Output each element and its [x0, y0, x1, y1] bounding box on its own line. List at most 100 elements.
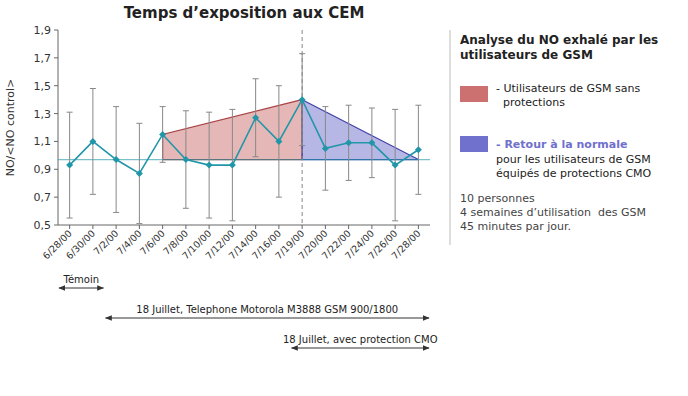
error-bar-cap [415, 194, 421, 195]
y-tick [54, 85, 58, 86]
y-tick-label: 1,7 [34, 52, 52, 65]
error-bar-cap [369, 108, 375, 109]
error-bar-cap [346, 105, 352, 106]
error-bar-cap [113, 212, 119, 213]
marker [182, 156, 189, 163]
y-tick-label: 0,5 [34, 219, 52, 232]
x-axis: 6/28/006/30/007/2/007/4/007/6/007/8/007/… [40, 225, 422, 261]
error-bar-cap [299, 53, 305, 54]
x-tick [302, 225, 303, 229]
span-arrow [59, 288, 104, 289]
x-tick [92, 225, 93, 229]
chart: Temps d’exposition aux CEMNO/<NO control… [0, 0, 688, 396]
x-tick-label: 6/30/00 [64, 228, 98, 262]
side-panel: Analyse du NO exhalé par lesutilisateurs… [450, 30, 658, 245]
y-tick-label: 0,7 [34, 191, 52, 204]
error-bar [415, 105, 421, 194]
x-tick-label: 7/4/00 [114, 228, 143, 257]
error-bar-cap [229, 109, 235, 110]
error-bar [346, 105, 352, 180]
marker [89, 138, 96, 145]
error-bar [206, 112, 212, 218]
error-bar-cap [322, 190, 328, 191]
x-tick [395, 225, 396, 229]
error-bar-cap [276, 197, 282, 198]
x-tick [232, 225, 233, 229]
text-line: 45 minutes par jour. [460, 220, 571, 233]
error-bar [253, 79, 259, 157]
marker [113, 156, 120, 163]
x-tick [348, 225, 349, 229]
error-bar-cap [392, 109, 398, 110]
marker [299, 96, 306, 103]
x-tick-label: 7/2/00 [91, 228, 120, 257]
error-bar [299, 54, 305, 146]
y-tick-label: 1,5 [34, 80, 52, 93]
marker [322, 145, 329, 152]
error-bar-cap [160, 106, 166, 107]
split-line [302, 30, 303, 225]
error-bar [229, 109, 235, 220]
error-bar-cap [90, 88, 96, 89]
y-axis-label: NO/<NO control> [4, 79, 17, 177]
x-tick [325, 225, 326, 229]
marker [275, 138, 282, 145]
text-line: pour les utilisateurs de GSM [496, 153, 651, 166]
x-tick [116, 225, 117, 229]
error-bar-cap [415, 105, 421, 106]
marker [66, 162, 73, 169]
error-bar-cap [67, 218, 73, 219]
error-bar-cap [206, 112, 212, 113]
error-bar [276, 86, 282, 197]
error-bar-cap [136, 223, 142, 224]
marker [415, 146, 422, 153]
error-bar [392, 109, 398, 220]
error-bar [369, 108, 375, 178]
x-tick-label: 7/28/00 [389, 228, 423, 262]
x-tick [209, 225, 210, 229]
error-bar-cap [229, 220, 235, 221]
error-bar-cap [90, 194, 96, 195]
marker [229, 162, 236, 169]
error-bar-cap [322, 106, 328, 107]
panel-text: - Utilisateurs de GSM sans protections [496, 82, 640, 109]
panel-text: pour les utilisateurs de GSMéquipés de p… [496, 153, 652, 180]
error-bar [67, 112, 73, 218]
marker [392, 162, 399, 169]
y-axis: 0,50,70,91,11,31,51,71,9 [34, 24, 431, 232]
text-line: équipés de protections CMO [496, 167, 652, 180]
error-bar-cap [160, 162, 166, 163]
x-tick-label: 7/6/00 [138, 228, 167, 257]
x-axis-line [58, 225, 430, 226]
y-tick [54, 197, 58, 198]
span-label: 18 Juillet, avec protection CMO [283, 334, 438, 345]
y-tick [54, 57, 58, 58]
error-bar [183, 111, 189, 209]
info-text: 10 personnes4 semaines d’utilisation des… [460, 192, 646, 233]
marker [368, 139, 375, 146]
error-bar-cap [183, 110, 189, 111]
y-tick [54, 113, 58, 114]
marker [159, 131, 166, 138]
y-tick [54, 141, 58, 142]
error-bar-cap [253, 78, 259, 79]
error-bar-cap [392, 220, 398, 221]
text-line: - Utilisateurs de GSM sans [496, 82, 640, 95]
y-tick-label: 1,3 [34, 108, 52, 121]
text-line: 10 personnes [460, 192, 535, 205]
error-bar-cap [206, 218, 212, 219]
marker [206, 162, 213, 169]
text-line: protections [496, 96, 565, 109]
y-tick [54, 169, 58, 170]
marker [136, 170, 143, 177]
span-label: Témoin [62, 274, 99, 285]
error-bar [113, 107, 119, 213]
error-bar [90, 89, 96, 195]
marker [252, 114, 259, 121]
y-axis-line [58, 30, 59, 225]
panel-swatch [460, 136, 488, 152]
error-bar-cap [276, 85, 282, 86]
x-tick [162, 225, 163, 229]
span-arrow [106, 318, 430, 319]
error-bar [322, 107, 328, 191]
